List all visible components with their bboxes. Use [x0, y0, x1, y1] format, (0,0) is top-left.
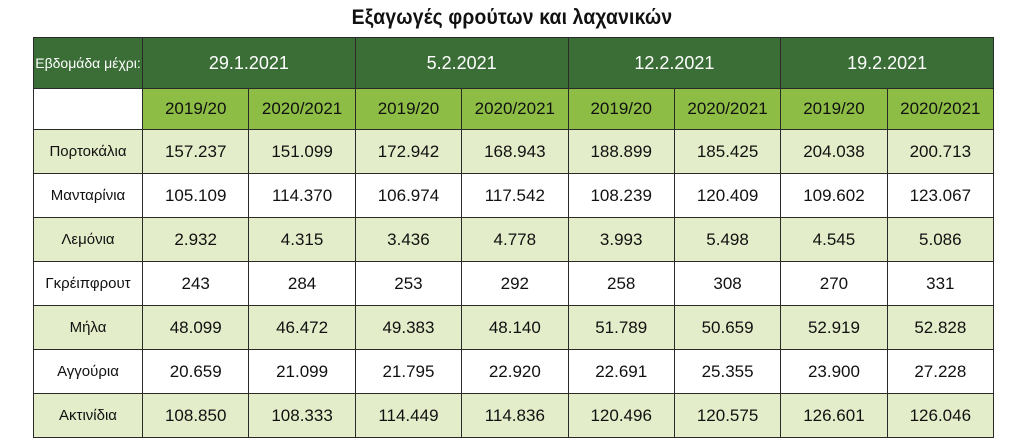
table-cell: 157.237 — [141, 129, 250, 174]
row-label: Αγγούρια — [33, 349, 143, 394]
table-cell: 51.789 — [567, 305, 675, 350]
season-header: 2019/20 — [354, 88, 463, 130]
date-header: 5.2.2021 — [354, 37, 569, 89]
table-cell: 126.601 — [780, 393, 888, 438]
table-cell: 23.900 — [780, 349, 888, 394]
table-cell: 292 — [461, 261, 569, 306]
table-cell: 4.315 — [248, 217, 356, 262]
row-label: Ακτινίδια — [33, 393, 143, 438]
table-cell: 168.943 — [461, 129, 569, 174]
table-cell: 331 — [886, 261, 995, 306]
table-cell: 253 — [354, 261, 463, 306]
season-header: 2020/2021 — [461, 88, 569, 130]
table-cell: 48.140 — [461, 305, 569, 350]
table-cell: 117.542 — [461, 173, 569, 218]
table-cell: 49.383 — [354, 305, 463, 350]
table-cell: 108.333 — [248, 393, 356, 438]
table-cell: 188.899 — [567, 129, 675, 174]
table-cell: 120.409 — [673, 173, 782, 218]
table-cell: 108.850 — [141, 393, 250, 438]
row-label: Μανταρίνια — [33, 173, 143, 218]
table-cell: 258 — [567, 261, 675, 306]
table-cell: 46.472 — [248, 305, 356, 350]
table-title: Εξαγωγές φρούτων και λαχανικών — [351, 6, 673, 29]
table-cell: 204.038 — [780, 129, 888, 174]
date-header-row: Εβδομάδα μέχρι: 29.1.2021 5.2.2021 12.2.… — [33, 37, 994, 89]
row-label: Γκρέιπφρουτ — [33, 261, 143, 306]
table-cell: 172.942 — [354, 129, 463, 174]
season-header-row: 2019/20 2020/2021 2019/20 2020/2021 2019… — [33, 88, 995, 130]
exports-table: Εβδομάδα μέχρι: 29.1.2021 5.2.2021 12.2.… — [33, 37, 995, 438]
table-cell: 284 — [248, 261, 356, 306]
table-cell: 109.602 — [780, 173, 888, 218]
table-cell: 5.086 — [886, 217, 995, 262]
table-cell: 52.919 — [780, 305, 888, 350]
season-header: 2020/2021 — [248, 88, 356, 130]
table-cell: 120.496 — [567, 393, 675, 438]
table-cell: 20.659 — [141, 349, 250, 394]
table-cell: 185.425 — [673, 129, 782, 174]
table-cell: 270 — [780, 261, 888, 306]
date-header: 12.2.2021 — [567, 37, 782, 89]
table-cell: 3.436 — [354, 217, 463, 262]
season-header: 2020/2021 — [886, 88, 995, 130]
table-cell: 2.932 — [141, 217, 250, 262]
table-row: Πορτοκάλια 157.237 151.099 172.942 168.9… — [33, 129, 995, 174]
table-cell: 126.046 — [886, 393, 995, 438]
row-label: Πορτοκάλια — [33, 129, 143, 174]
table-cell: 120.575 — [673, 393, 782, 438]
table-cell: 5.498 — [673, 217, 782, 262]
table-cell: 22.920 — [461, 349, 569, 394]
table-cell: 27.228 — [886, 349, 995, 394]
table-cell: 50.659 — [673, 305, 782, 350]
table-row: Λεμόνια 2.932 4.315 3.436 4.778 3.993 5.… — [33, 217, 995, 262]
table-cell: 21.099 — [248, 349, 356, 394]
table-cell: 114.836 — [461, 393, 569, 438]
table-cell: 243 — [141, 261, 250, 306]
table-cell: 22.691 — [567, 349, 675, 394]
table-row: Μανταρίνια 105.109 114.370 106.974 117.5… — [33, 173, 995, 218]
week-label-header: Εβδομάδα μέχρι: — [33, 37, 143, 89]
date-header: 19.2.2021 — [780, 37, 994, 89]
season-header: 2019/20 — [141, 88, 250, 130]
season-header: 2019/20 — [780, 88, 888, 130]
table-cell: 21.795 — [354, 349, 463, 394]
date-header: 29.1.2021 — [142, 37, 356, 89]
table-row: Μήλα 48.099 46.472 49.383 48.140 51.789 … — [33, 305, 995, 350]
table-cell: 123.067 — [886, 173, 995, 218]
table-cell: 52.828 — [886, 305, 995, 350]
blank-header-cell — [33, 88, 143, 130]
season-header: 2020/2021 — [673, 88, 782, 130]
row-label: Λεμόνια — [33, 217, 143, 262]
table-row: Ακτινίδια 108.850 108.333 114.449 114.83… — [33, 393, 995, 438]
table-cell: 114.370 — [248, 173, 356, 218]
table-cell: 106.974 — [354, 173, 463, 218]
table-cell: 200.713 — [886, 129, 995, 174]
table-cell: 4.545 — [780, 217, 888, 262]
table-cell: 105.109 — [141, 173, 250, 218]
table-cell: 4.778 — [461, 217, 569, 262]
season-header: 2019/20 — [567, 88, 675, 130]
table-cell: 151.099 — [248, 129, 356, 174]
table-cell: 108.239 — [567, 173, 675, 218]
row-label: Μήλα — [33, 305, 143, 350]
table-cell: 114.449 — [354, 393, 463, 438]
table-row: Αγγούρια 20.659 21.099 21.795 22.920 22.… — [33, 349, 995, 394]
table-cell: 25.355 — [673, 349, 782, 394]
table-cell: 48.099 — [141, 305, 250, 350]
table-cell: 308 — [673, 261, 782, 306]
table-cell: 3.993 — [567, 217, 675, 262]
table-row: Γκρέιπφρουτ 243 284 253 292 258 308 270 … — [33, 261, 995, 306]
